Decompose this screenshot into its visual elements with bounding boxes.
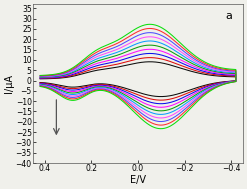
Text: a: a [226, 11, 232, 21]
Y-axis label: I/μA: I/μA [4, 74, 14, 93]
X-axis label: E/V: E/V [130, 175, 146, 185]
